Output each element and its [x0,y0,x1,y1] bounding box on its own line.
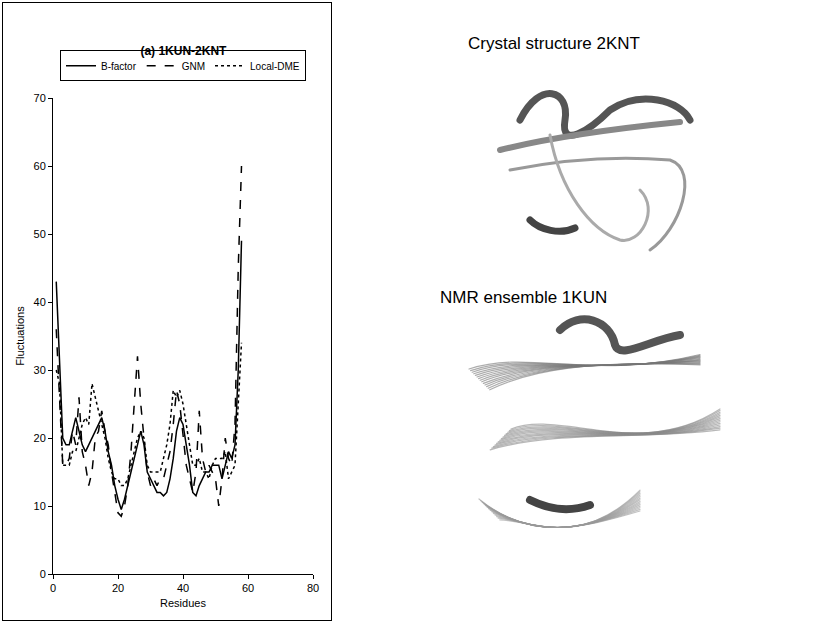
svg-text:Fluctuations: Fluctuations [14,306,26,366]
svg-text:(a) 1KUN-2KNT: (a) 1KUN-2KNT [140,44,227,58]
svg-text:60: 60 [34,160,46,172]
svg-text:40: 40 [34,296,46,308]
svg-text:70: 70 [34,92,46,104]
svg-text:Local-DME: Local-DME [250,61,300,72]
svg-text:60: 60 [242,582,254,594]
svg-text:20: 20 [112,582,124,594]
svg-text:GNM: GNM [182,61,205,72]
svg-text:0: 0 [40,568,46,580]
svg-text:20: 20 [34,432,46,444]
svg-text:50: 50 [34,228,46,240]
svg-text:0: 0 [50,582,56,594]
svg-text:80: 80 [307,582,319,594]
svg-text:Residues: Residues [160,597,206,609]
svg-text:10: 10 [34,500,46,512]
svg-text:30: 30 [34,364,46,376]
svg-text:B-factor: B-factor [101,61,137,72]
html-text:Crystal structure 2KNT: Crystal structure 2KNT [468,34,640,53]
html-text:NMR ensemble 1KUN: NMR ensemble 1KUN [440,288,608,307]
svg-text:40: 40 [177,582,189,594]
